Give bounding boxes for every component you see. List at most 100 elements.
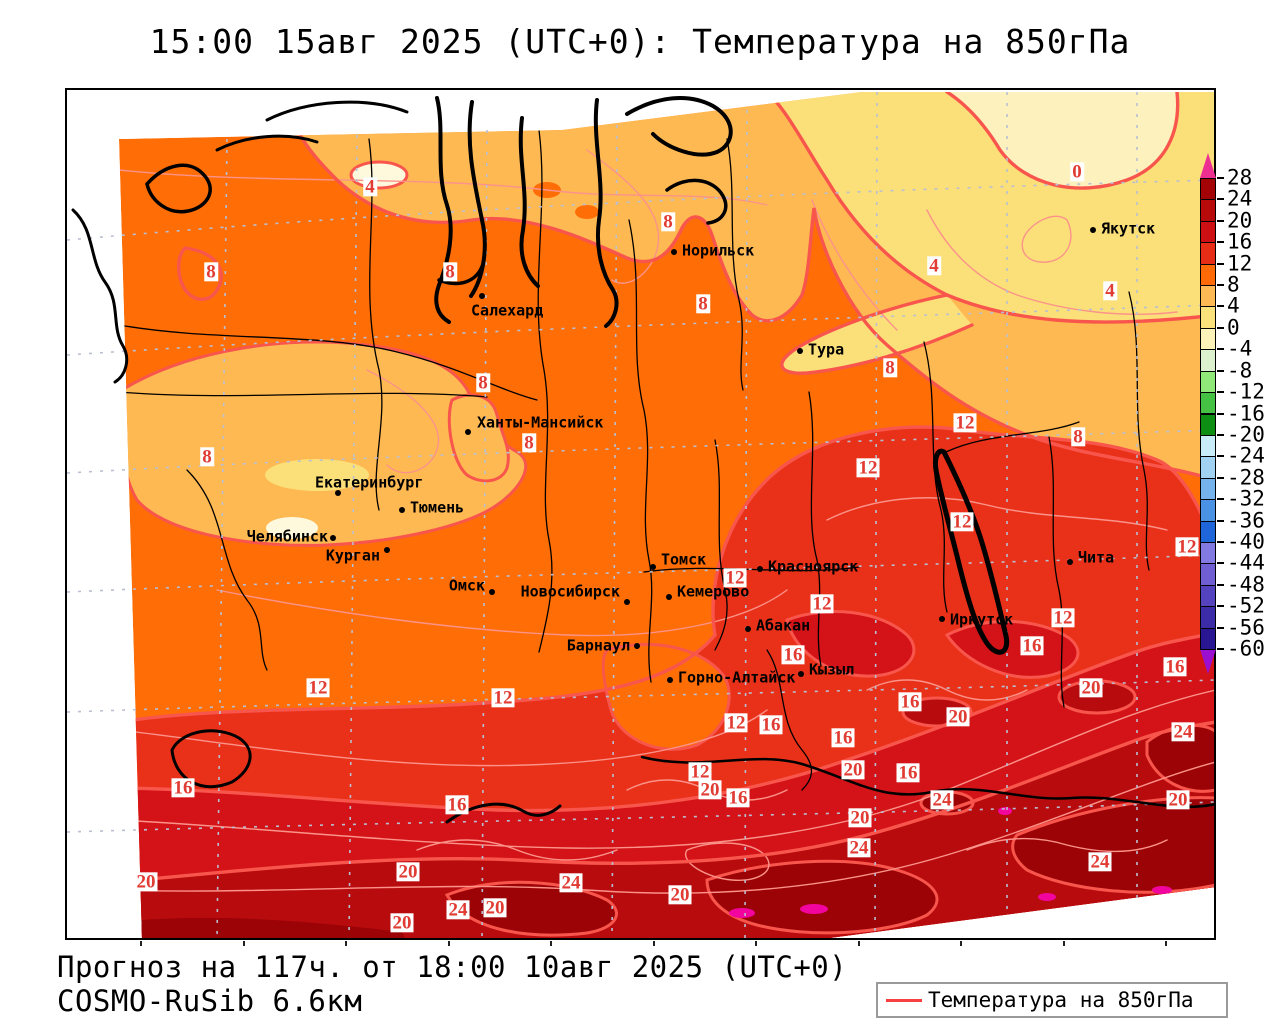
colorbar-cell [1200,199,1216,222]
colorbar-cell [1200,606,1216,629]
colorbar-cell [1200,434,1216,458]
colorbar-cell [1200,541,1216,565]
colorbar-tick [1217,326,1224,329]
contour-label: 20 [841,759,865,781]
contour-label: 8 [661,211,675,233]
contour-label: 4 [363,176,377,198]
contour-label: 16 [171,777,195,799]
city-label: Иркутск [950,610,1014,629]
colorbar-tick-label: 4 [1227,293,1240,318]
axis-tick [448,941,450,946]
axis-tick [243,941,245,946]
city-label: Тюмень [410,498,465,517]
contour-label: 20 [698,779,722,801]
contour-label: 24 [847,837,871,859]
city-label: Чита [1078,548,1115,567]
colorbar-tick-label: -28 [1227,465,1265,490]
contour-label: 12 [1051,607,1075,629]
colorbar-tick-label: -32 [1227,486,1265,511]
contour-label: 20 [1079,677,1103,699]
city-marker [330,535,336,541]
colorbar-tick-label: -4 [1227,336,1253,361]
colorbar-tick [1217,605,1224,608]
colorbar-tick [1217,583,1224,586]
city-label: Челябинск [246,527,328,546]
contour-label: 20 [396,861,420,883]
city-marker [757,566,763,572]
colorbar-tick-label: 20 [1227,208,1253,233]
city-marker [489,589,495,595]
city-label: Курган [325,546,380,565]
colorbar-tick-label: -52 [1227,593,1265,618]
contour-label: 8 [200,446,214,468]
colorbar-tick-label: -40 [1227,529,1265,554]
city-label: Ханты-Мансийск [477,413,604,432]
city-label: Екатеринбург [315,473,424,492]
contour-label: 12 [950,511,974,533]
city-marker [384,547,390,553]
legend-box: Температура на 850гПа [876,982,1228,1018]
colorbar-cell [1200,327,1216,351]
city-label: Барнаул [566,636,630,655]
contour-label: 16 [445,794,469,816]
contour-label: 16 [898,691,922,713]
contour-label: 16 [1020,635,1044,657]
axis-tick [1063,941,1065,946]
contour-label: 24 [559,872,583,894]
colorbar-cell [1200,520,1216,543]
colorbar-tick [1217,412,1224,415]
colorbar-cell [1200,477,1216,501]
colorbar-cell [1200,627,1216,650]
city-marker [465,429,471,435]
contour-label: 8 [443,261,457,283]
colorbar-tick [1217,562,1224,565]
contour-label: 24 [930,789,954,811]
colorbar-tick [1217,262,1224,265]
contour-label: 4 [927,255,941,277]
city-label: Новосибирск [520,582,620,601]
model-info: COSMO-RuSib 6.6км [57,984,363,1018]
colorbar-cell [1200,584,1216,608]
contour-label: 16 [831,727,855,749]
contour-label: 20 [134,871,158,893]
axis-tick [755,941,757,946]
contour-label: 20 [390,912,414,934]
colorbar-tick [1217,626,1224,629]
contour-label: 24 [446,899,470,921]
contour-label: 12 [491,687,515,709]
city-label: Горно-Алтайск [678,668,796,687]
contour-label: 20 [848,807,872,829]
contour-label: 12 [1175,536,1199,558]
colorbar-tick-label: -48 [1227,572,1265,597]
colorbar-cell [1200,349,1216,372]
colorbar-cell [1200,178,1216,201]
contour-label: 12 [306,677,330,699]
colorbar-tick [1217,540,1224,543]
city-marker [624,599,630,605]
contour-label: 16 [759,714,783,736]
colorbar-cell [1200,242,1216,265]
contour-label: 12 [724,712,748,734]
contour-label: 16 [896,762,920,784]
colorbar-tick-label: 16 [1227,229,1253,254]
temperature-bands [119,92,1214,938]
colorbar-tick-label: -44 [1227,550,1265,575]
axis-tick [140,941,142,946]
contour-label: 20 [946,706,970,728]
contour-label: 12 [856,457,880,479]
contour-label: 0 [1070,161,1084,183]
colorbar-tick-label: -8 [1227,358,1253,383]
city-marker [634,643,640,649]
city-marker [399,507,405,513]
colorbar-tick [1217,476,1224,479]
temperature-map [67,91,1214,938]
contour-label: 24 [1088,851,1112,873]
city-label: Томск [661,550,707,569]
colorbar-tick-label: -60 [1227,636,1265,661]
contour-label: 8 [204,261,218,283]
colorbar-cell [1200,456,1216,479]
city-label: Якутск [1101,219,1156,238]
city-label: Норильск [682,241,755,260]
city-marker [798,671,804,677]
